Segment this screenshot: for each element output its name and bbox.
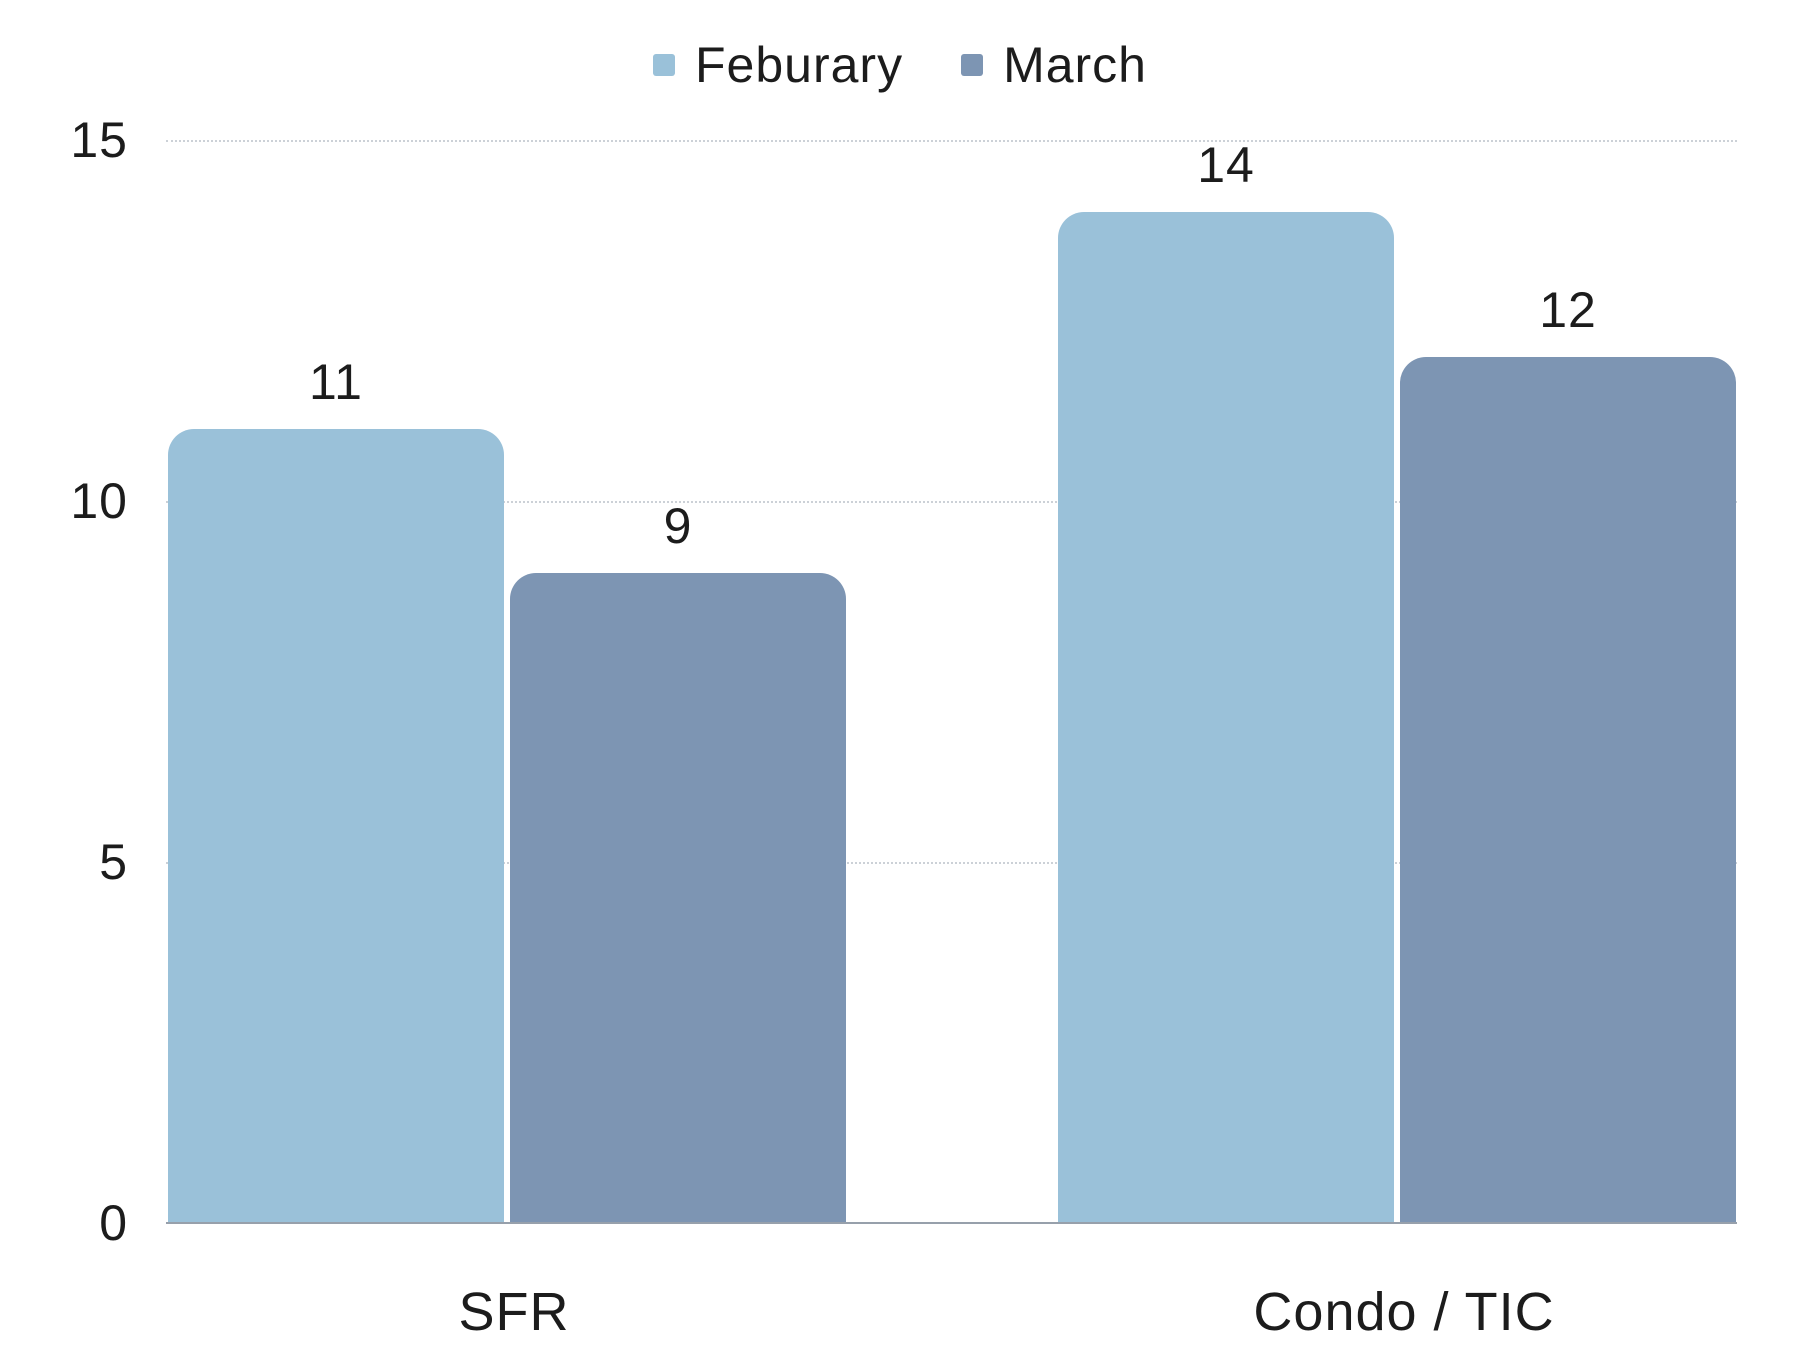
value-label-sfr-march: 9 — [663, 498, 693, 555]
value-label-condo-tic-march: 12 — [1539, 281, 1597, 338]
legend-item-march: March — [961, 36, 1147, 94]
value-label-condo-tic-feburary: 14 — [1197, 137, 1255, 194]
gridline-10 — [166, 501, 1737, 503]
bar-condo-tic-march — [1400, 356, 1736, 1223]
bar-sfr-march — [510, 573, 846, 1223]
y-tick-label-5: 5 — [99, 834, 128, 890]
x-axis-label-sfr: SFR — [458, 1282, 570, 1342]
legend-swatch-march-icon — [961, 54, 984, 76]
gridline-15 — [166, 140, 1737, 142]
x-axis-line — [166, 1222, 1737, 1224]
y-tick-label-10: 10 — [70, 473, 128, 529]
y-tick-label-15: 15 — [70, 112, 128, 168]
bar-condo-tic-feburary — [1058, 212, 1394, 1223]
bar-sfr-feburary — [168, 428, 504, 1223]
legend-item-feburary: Feburary — [653, 36, 903, 94]
gridline-5 — [166, 862, 1737, 864]
y-tick-label-0: 0 — [99, 1195, 128, 1251]
legend-label-march: March — [1003, 37, 1147, 93]
value-label-sfr-feburary: 11 — [309, 353, 363, 410]
legend-swatch-feburary-icon — [653, 54, 675, 76]
chart-legend: Feburary March — [0, 36, 1800, 94]
x-axis-label-condo-tic: Condo / TIC — [1253, 1282, 1555, 1342]
legend-label-feburary: Feburary — [695, 37, 904, 93]
